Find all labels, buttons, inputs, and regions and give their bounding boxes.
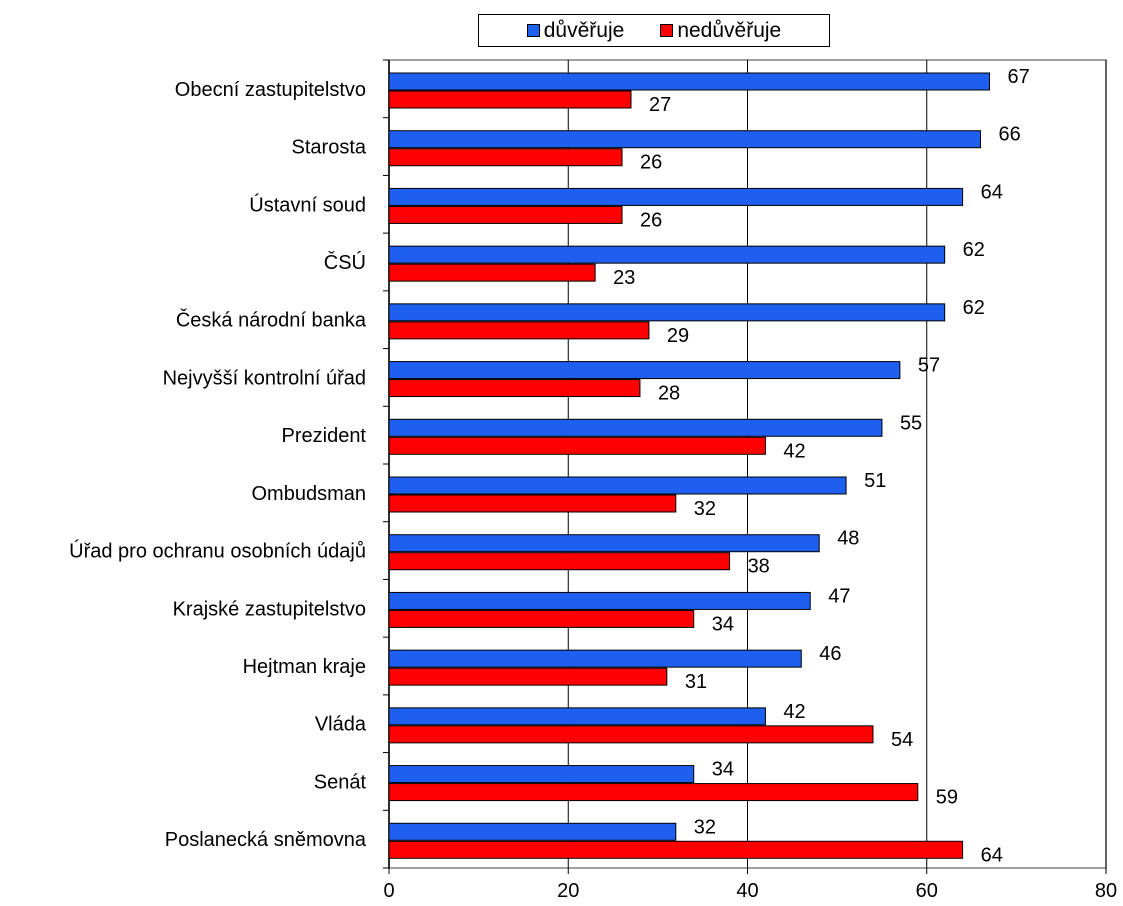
bar-distrust: [388, 840, 964, 859]
bar-trust: [388, 765, 695, 784]
data-label-trust: 64: [981, 181, 1003, 203]
bar-distrust: [388, 494, 677, 513]
category-label: Vláda: [315, 714, 367, 736]
bar-distrust: [388, 90, 632, 109]
data-label-distrust: 27: [649, 94, 671, 116]
category-label: Obecní zastupitelstvo: [175, 79, 366, 101]
legend-swatch-trust: [526, 24, 540, 37]
data-label-distrust: 28: [658, 383, 680, 405]
category-label: Krajské zastupitelstvo: [173, 598, 366, 620]
data-label-trust: 32: [694, 816, 716, 838]
category-label: Česká národní banka: [176, 309, 367, 332]
bar-trust: [388, 245, 946, 264]
bar-distrust: [388, 783, 919, 802]
data-label-trust: 57: [918, 355, 940, 377]
bar-distrust: [388, 436, 766, 455]
bar-trust: [388, 130, 982, 149]
data-label-distrust: 26: [640, 209, 662, 231]
category-label: Ústavní soud: [249, 193, 366, 216]
category-label: ČSÚ: [324, 251, 366, 274]
bar-trust: [388, 707, 766, 726]
legend-swatch-distrust: [660, 24, 674, 37]
bar-trust: [388, 649, 802, 668]
legend-item-distrust: nedůvěřuje: [660, 19, 781, 43]
x-tick-label: 60: [916, 880, 938, 902]
category-label: Ombudsman: [252, 483, 367, 505]
bar-trust: [388, 476, 847, 495]
data-label-distrust: 29: [667, 325, 689, 347]
data-label-trust: 51: [864, 470, 886, 492]
category-label: Hejtman kraje: [243, 656, 366, 678]
x-tick-label: 80: [1095, 880, 1117, 902]
bar-distrust: [388, 148, 623, 167]
bar-trust: [388, 822, 677, 841]
category-label: Starosta: [292, 137, 367, 159]
data-label-distrust: 38: [748, 556, 770, 578]
bar-distrust: [388, 321, 650, 340]
bar-distrust: [388, 725, 874, 744]
data-label-distrust: 34: [712, 613, 734, 635]
data-label-distrust: 54: [891, 729, 913, 751]
bar-trust: [388, 303, 946, 322]
legend-item-trust: důvěřuje: [526, 18, 625, 43]
data-label-trust: 55: [900, 412, 922, 434]
data-label-trust: 66: [999, 124, 1021, 146]
x-tick-label: 0: [383, 880, 394, 902]
bar-trust: [388, 187, 964, 206]
bar-trust: [388, 418, 883, 437]
category-label: Prezident: [282, 425, 367, 447]
data-label-distrust: 32: [694, 498, 716, 520]
bar-trust: [388, 361, 901, 380]
data-label-trust: 67: [1007, 66, 1029, 88]
bar-distrust: [388, 205, 623, 224]
data-label-trust: 47: [828, 585, 850, 607]
bar-trust: [388, 591, 811, 610]
bar-distrust: [388, 552, 731, 571]
data-label-trust: 62: [963, 297, 985, 319]
data-label-trust: 48: [837, 528, 859, 550]
legend-label-trust: důvěřuje: [543, 18, 625, 42]
category-label: Úřad pro ochranu osobních údajů: [69, 540, 366, 563]
bar-distrust: [388, 379, 641, 398]
bar-trust: [388, 72, 990, 91]
data-label-distrust: 42: [783, 440, 805, 462]
bar-distrust: [388, 667, 668, 686]
data-label-distrust: 23: [613, 267, 635, 289]
data-label-distrust: 64: [981, 844, 1003, 866]
data-label-trust: 62: [963, 239, 985, 261]
data-label-distrust: 26: [640, 152, 662, 174]
data-label-trust: 34: [712, 759, 734, 781]
x-tick-label: 20: [557, 880, 579, 902]
legend-label-distrust: nedůvěřuje: [677, 18, 782, 42]
data-label-distrust: 59: [936, 787, 958, 809]
data-label-trust: 46: [819, 643, 841, 665]
category-label: Nejvyšší kontrolní úřad: [163, 367, 366, 389]
data-label-distrust: 31: [685, 671, 707, 693]
x-tick-label: 40: [736, 880, 758, 902]
category-label: Senát: [314, 771, 367, 793]
bar-distrust: [388, 263, 596, 282]
category-label: Poslanecká sněmovna: [165, 829, 367, 851]
data-label-trust: 42: [783, 701, 805, 723]
bar-trust: [388, 534, 820, 553]
legend: důvěřuje nedůvěřuje: [478, 14, 830, 47]
bar-distrust: [388, 609, 695, 628]
